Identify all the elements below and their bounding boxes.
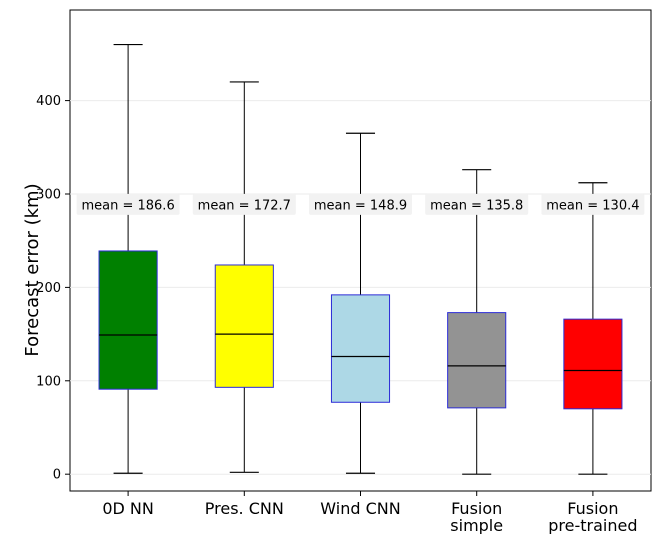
box-iqr	[214, 264, 274, 388]
x-tick-label: pre-trained	[548, 516, 637, 534]
mean-label: mean = 186.6	[81, 198, 174, 213]
mean-label-bg	[192, 193, 296, 215]
box-iqr	[330, 294, 391, 403]
x-tick-label: Wind CNN	[320, 499, 400, 518]
box-3: mean = 148.9	[309, 132, 412, 474]
mean-label: mean = 172.7	[198, 198, 291, 213]
x-tick-label: simple	[450, 516, 503, 534]
x-tick-label: Fusion	[451, 499, 502, 518]
y-axis-title: Forecast error (km)	[22, 183, 43, 356]
box-4: mean = 135.8	[425, 169, 529, 475]
box-1: mean = 186.6	[76, 43, 180, 474]
y-tick-label: 300	[36, 187, 61, 202]
mean-label: mean = 130.4	[546, 198, 639, 213]
box-iqr	[563, 318, 623, 410]
x-tick-label: 0D NN	[102, 499, 154, 518]
boxes: mean = 186.6 mean = 172.7 mean = 148.9 mean…	[76, 43, 645, 475]
x-tick-label: Fusion	[567, 499, 618, 518]
y-tick-label: 400	[36, 94, 61, 109]
y-tick-label: 100	[36, 374, 61, 389]
mean-label: mean = 148.9	[314, 198, 407, 213]
y-axis-ticks: 0 100 200 300 400	[36, 94, 70, 483]
mean-label-bg	[425, 193, 529, 215]
y-tick-label: 200	[36, 281, 61, 296]
x-tick-label: Pres. CNN	[205, 499, 284, 518]
mean-label: mean = 135.8	[430, 198, 523, 213]
box-2: mean = 172.7	[192, 81, 296, 473]
y-tick-label: 0	[53, 468, 61, 483]
x-axis-labels: 0D NN Pres. CNN Wind CNN FusionsimpleFusion…	[102, 491, 638, 534]
box-iqr	[98, 250, 158, 390]
mean-label-bg	[309, 193, 412, 215]
box-iqr	[447, 312, 507, 409]
box-5: mean = 130.4	[541, 182, 645, 475]
mean-label-bg	[541, 193, 645, 215]
mean-label-bg	[76, 193, 180, 215]
